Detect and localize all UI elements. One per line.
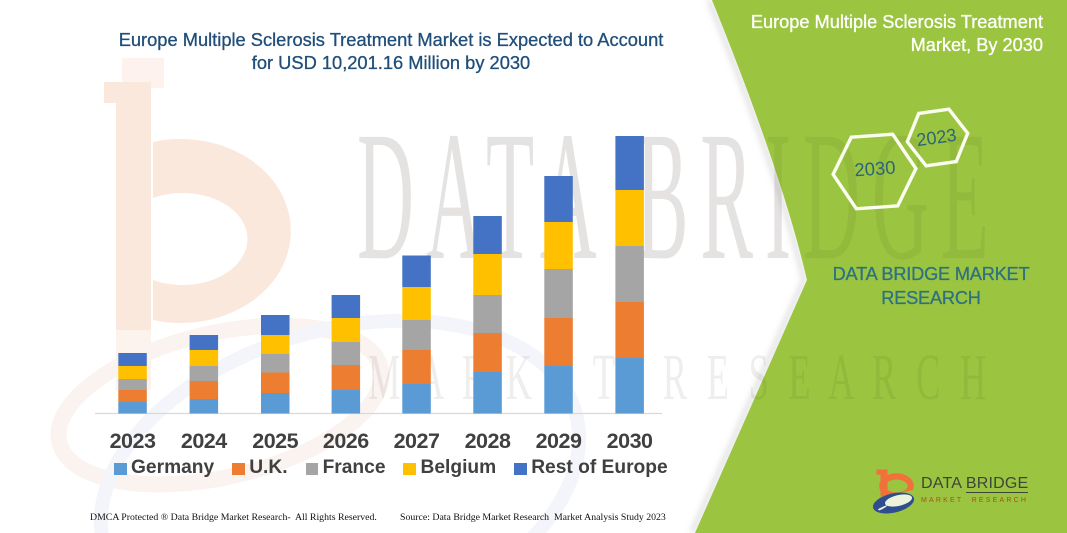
- svg-text:2030: 2030: [854, 157, 897, 181]
- svg-text:M A R K E T R E S E A R C H: M A R K E T R E S E A R C H: [368, 341, 986, 414]
